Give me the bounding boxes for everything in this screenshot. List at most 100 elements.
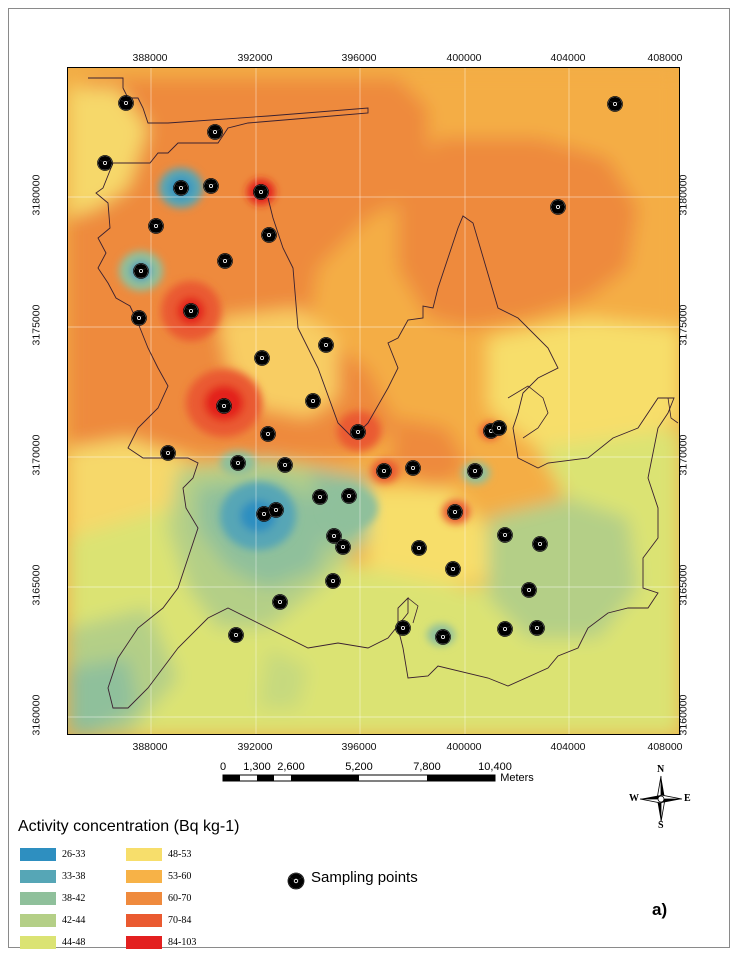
sampling-point-icon xyxy=(216,398,232,414)
x-tick-top: 408000 xyxy=(647,52,683,64)
sampling-point-icon xyxy=(183,303,199,319)
sampling-point-icon xyxy=(445,561,461,577)
sampling-points-label: Sampling points xyxy=(311,869,418,886)
y-tick-left: 3175000 xyxy=(30,304,43,346)
y-tick-left: 3170000 xyxy=(30,434,43,476)
sampling-point-icon xyxy=(521,582,537,598)
sampling-point-icon xyxy=(228,627,244,643)
compass-w: W xyxy=(629,793,639,804)
sampling-point-icon xyxy=(160,445,176,461)
sampling-point-icon xyxy=(207,124,223,140)
sampling-point-icon xyxy=(335,539,351,555)
legend-label: 33-38 xyxy=(62,871,86,882)
legend-swatch xyxy=(20,914,56,927)
scale-label: 2,600 xyxy=(277,761,305,773)
graticule xyxy=(68,68,679,734)
sampling-point-icon xyxy=(341,488,357,504)
map-canvas xyxy=(68,68,679,734)
x-tick-bottom: 404000 xyxy=(550,741,586,753)
y-tick-left: 3160000 xyxy=(30,694,43,736)
x-tick-bottom: 396000 xyxy=(341,741,377,753)
sampling-point-icon xyxy=(318,337,334,353)
sampling-point-icon xyxy=(253,184,269,200)
x-tick-top: 404000 xyxy=(550,52,586,64)
compass-n: N xyxy=(657,764,665,775)
sampling-point-icon xyxy=(411,540,427,556)
x-tick-top: 392000 xyxy=(237,52,273,64)
sampling-point-icon xyxy=(217,253,233,269)
legend-swatch xyxy=(126,892,162,905)
scale-label: 1,300 xyxy=(243,761,271,773)
sampling-point-icon xyxy=(173,180,189,196)
sampling-point-icon xyxy=(467,463,483,479)
sampling-point-icon xyxy=(203,178,219,194)
scale-label: 5,200 xyxy=(345,761,373,773)
legend-swatch xyxy=(126,870,162,883)
sampling-point-icon xyxy=(268,502,284,518)
compass-s: S xyxy=(658,820,664,831)
sampling-point-icon xyxy=(131,310,147,326)
y-tick-left: 3165000 xyxy=(30,564,43,606)
legend-label: 53-60 xyxy=(168,871,192,882)
y-tick-right: 3175000 xyxy=(677,304,690,346)
legend-title: Activity concentration (Bq kg-1) xyxy=(18,818,240,835)
sampling-point-icon xyxy=(529,620,545,636)
y-tick-right: 3170000 xyxy=(677,434,690,476)
sampling-point-icon xyxy=(376,463,392,479)
x-tick-bottom: 392000 xyxy=(237,741,273,753)
x-tick-bottom: 400000 xyxy=(446,741,482,753)
legend-label: 48-53 xyxy=(168,849,192,860)
sampling-points-legend: Sampling points xyxy=(287,869,418,895)
scale-label: 0 xyxy=(219,761,227,773)
sampling-point-icon xyxy=(350,424,366,440)
sampling-point-icon xyxy=(405,460,421,476)
legend-swatch xyxy=(126,848,162,861)
sampling-point-icon xyxy=(133,263,149,279)
sampling-point-icon xyxy=(395,620,411,636)
legend-label: 38-42 xyxy=(62,893,86,904)
y-tick-right: 3160000 xyxy=(677,694,690,736)
radiation-trefoil-icon xyxy=(287,872,305,890)
north-arrow-icon: N S W E xyxy=(628,764,694,832)
sampling-point-icon xyxy=(497,621,513,637)
sampling-point-icon xyxy=(118,95,134,111)
sampling-points xyxy=(97,95,623,645)
legend-label: 60-70 xyxy=(168,893,192,904)
legend-label: 84-103 xyxy=(168,937,197,948)
concentration-map xyxy=(67,67,680,735)
y-tick-right: 3165000 xyxy=(677,564,690,606)
sampling-point-icon xyxy=(254,350,270,366)
sampling-point-icon xyxy=(607,96,623,112)
y-tick-right: 3180000 xyxy=(677,174,690,216)
x-tick-top: 400000 xyxy=(446,52,482,64)
panel-label: a) xyxy=(652,900,668,919)
legend-swatch xyxy=(20,936,56,949)
sampling-point-icon xyxy=(550,199,566,215)
legend-swatch xyxy=(20,848,56,861)
y-tick-left: 3180000 xyxy=(30,174,43,216)
sampling-point-icon xyxy=(305,393,321,409)
sampling-point-icon xyxy=(272,594,288,610)
sampling-point-icon xyxy=(230,455,246,471)
x-tick-bottom: 408000 xyxy=(647,741,683,753)
x-tick-bottom: 388000 xyxy=(132,741,168,753)
legend-swatch xyxy=(20,892,56,905)
sampling-point-icon xyxy=(97,155,113,171)
scale-label: 7,800 xyxy=(413,761,441,773)
legend-swatch xyxy=(126,936,162,949)
x-tick-top: 396000 xyxy=(341,52,377,64)
sampling-point-icon xyxy=(491,420,507,436)
sampling-point-icon xyxy=(497,527,513,543)
sampling-point-icon xyxy=(435,629,451,645)
city-boundary xyxy=(88,77,675,709)
legend-label: 42-44 xyxy=(62,915,86,926)
figure-frame xyxy=(8,8,730,948)
sampling-point-icon xyxy=(325,573,341,589)
sampling-point-icon xyxy=(148,218,164,234)
sampling-point-icon xyxy=(447,504,463,520)
sampling-point-icon xyxy=(260,426,276,442)
sampling-point-icon xyxy=(277,457,293,473)
sampling-point-icon xyxy=(532,536,548,552)
compass-e: E xyxy=(684,793,691,804)
scale-unit: Meters xyxy=(500,772,534,784)
